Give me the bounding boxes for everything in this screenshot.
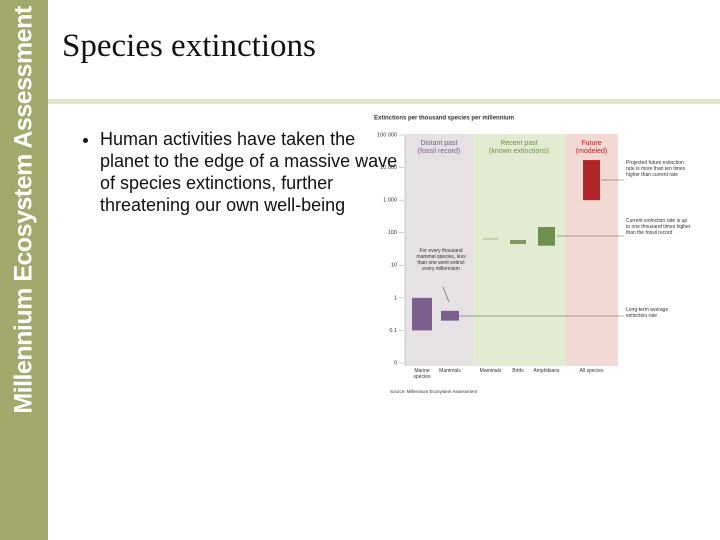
x-tick-label: Mammals bbox=[439, 368, 461, 374]
period-subtitle: (modeled) bbox=[576, 148, 608, 155]
annotation-box: Long-term average extinction rate bbox=[626, 307, 669, 319]
period-title: Recent past bbox=[500, 140, 537, 147]
range-bar bbox=[583, 160, 600, 201]
y-tick-label: 10 bbox=[391, 263, 397, 269]
range-bar bbox=[538, 226, 555, 246]
x-tick-label-box: Marine species bbox=[413, 368, 431, 380]
period-subtitle: (fossil record) bbox=[418, 148, 460, 155]
annotation-box: Current extinction rate is up to one tho… bbox=[626, 218, 691, 236]
annotation: Long-term average extinction rate bbox=[626, 307, 669, 319]
x-tick-label: All species bbox=[579, 368, 604, 374]
annotation: Current extinction rate is up to one tho… bbox=[626, 218, 691, 236]
y-tick-label: 1 000 bbox=[383, 198, 397, 204]
y-tick-label: 1 bbox=[394, 295, 397, 301]
slide-title: Species extinctions bbox=[62, 28, 316, 64]
chart-title: Extinctions per thousand species per mil… bbox=[374, 116, 514, 122]
y-tick-label: 10 000 bbox=[380, 165, 397, 171]
x-tick-label-box: Birds bbox=[512, 368, 524, 374]
period-background bbox=[473, 134, 565, 366]
brand-strip: Millennium Ecosystem Assessment bbox=[0, 0, 48, 540]
x-tick-label: Marine species bbox=[413, 368, 431, 380]
bullet: Human activities have taken the planet t… bbox=[100, 128, 400, 216]
range-bar bbox=[412, 297, 432, 331]
period-title: Distant past bbox=[421, 140, 458, 147]
y-tick-label: 100 bbox=[388, 230, 397, 236]
period-subtitle: (known extinctions) bbox=[489, 148, 549, 155]
annotation-box: Projected future extinction rate is more… bbox=[626, 160, 686, 178]
period-title: Future bbox=[581, 140, 601, 147]
bullet-list: Human activities have taken the planet t… bbox=[60, 128, 400, 216]
y-tick-label: 0 bbox=[394, 360, 397, 366]
source: Source: Millennium Ecosystem Assessment bbox=[390, 389, 478, 394]
x-tick-label-box: Amphibians bbox=[533, 368, 560, 374]
x-tick-label-box: All species bbox=[579, 368, 604, 374]
x-tick-label-box: Mammals bbox=[479, 368, 502, 374]
range-bar bbox=[510, 239, 526, 245]
annotation: Projected future extinction rate is more… bbox=[626, 160, 686, 178]
title-band bbox=[48, 99, 720, 104]
range-bar bbox=[483, 237, 498, 240]
annotation: For every thousand mammal species, less … bbox=[416, 248, 466, 272]
y-tick-label: 100 000 bbox=[377, 132, 397, 138]
x-tick-label: Birds bbox=[512, 368, 524, 374]
x-tick-label: Mammals bbox=[479, 368, 502, 374]
annotation-box: For every thousand mammal species, less … bbox=[416, 248, 466, 272]
range-bar bbox=[441, 310, 459, 321]
x-tick-label-box: Mammals bbox=[439, 368, 461, 374]
y-tick-label: 0.1 bbox=[389, 328, 397, 334]
x-tick-label: Amphibians bbox=[533, 368, 560, 374]
annotation-arrow bbox=[442, 286, 450, 303]
